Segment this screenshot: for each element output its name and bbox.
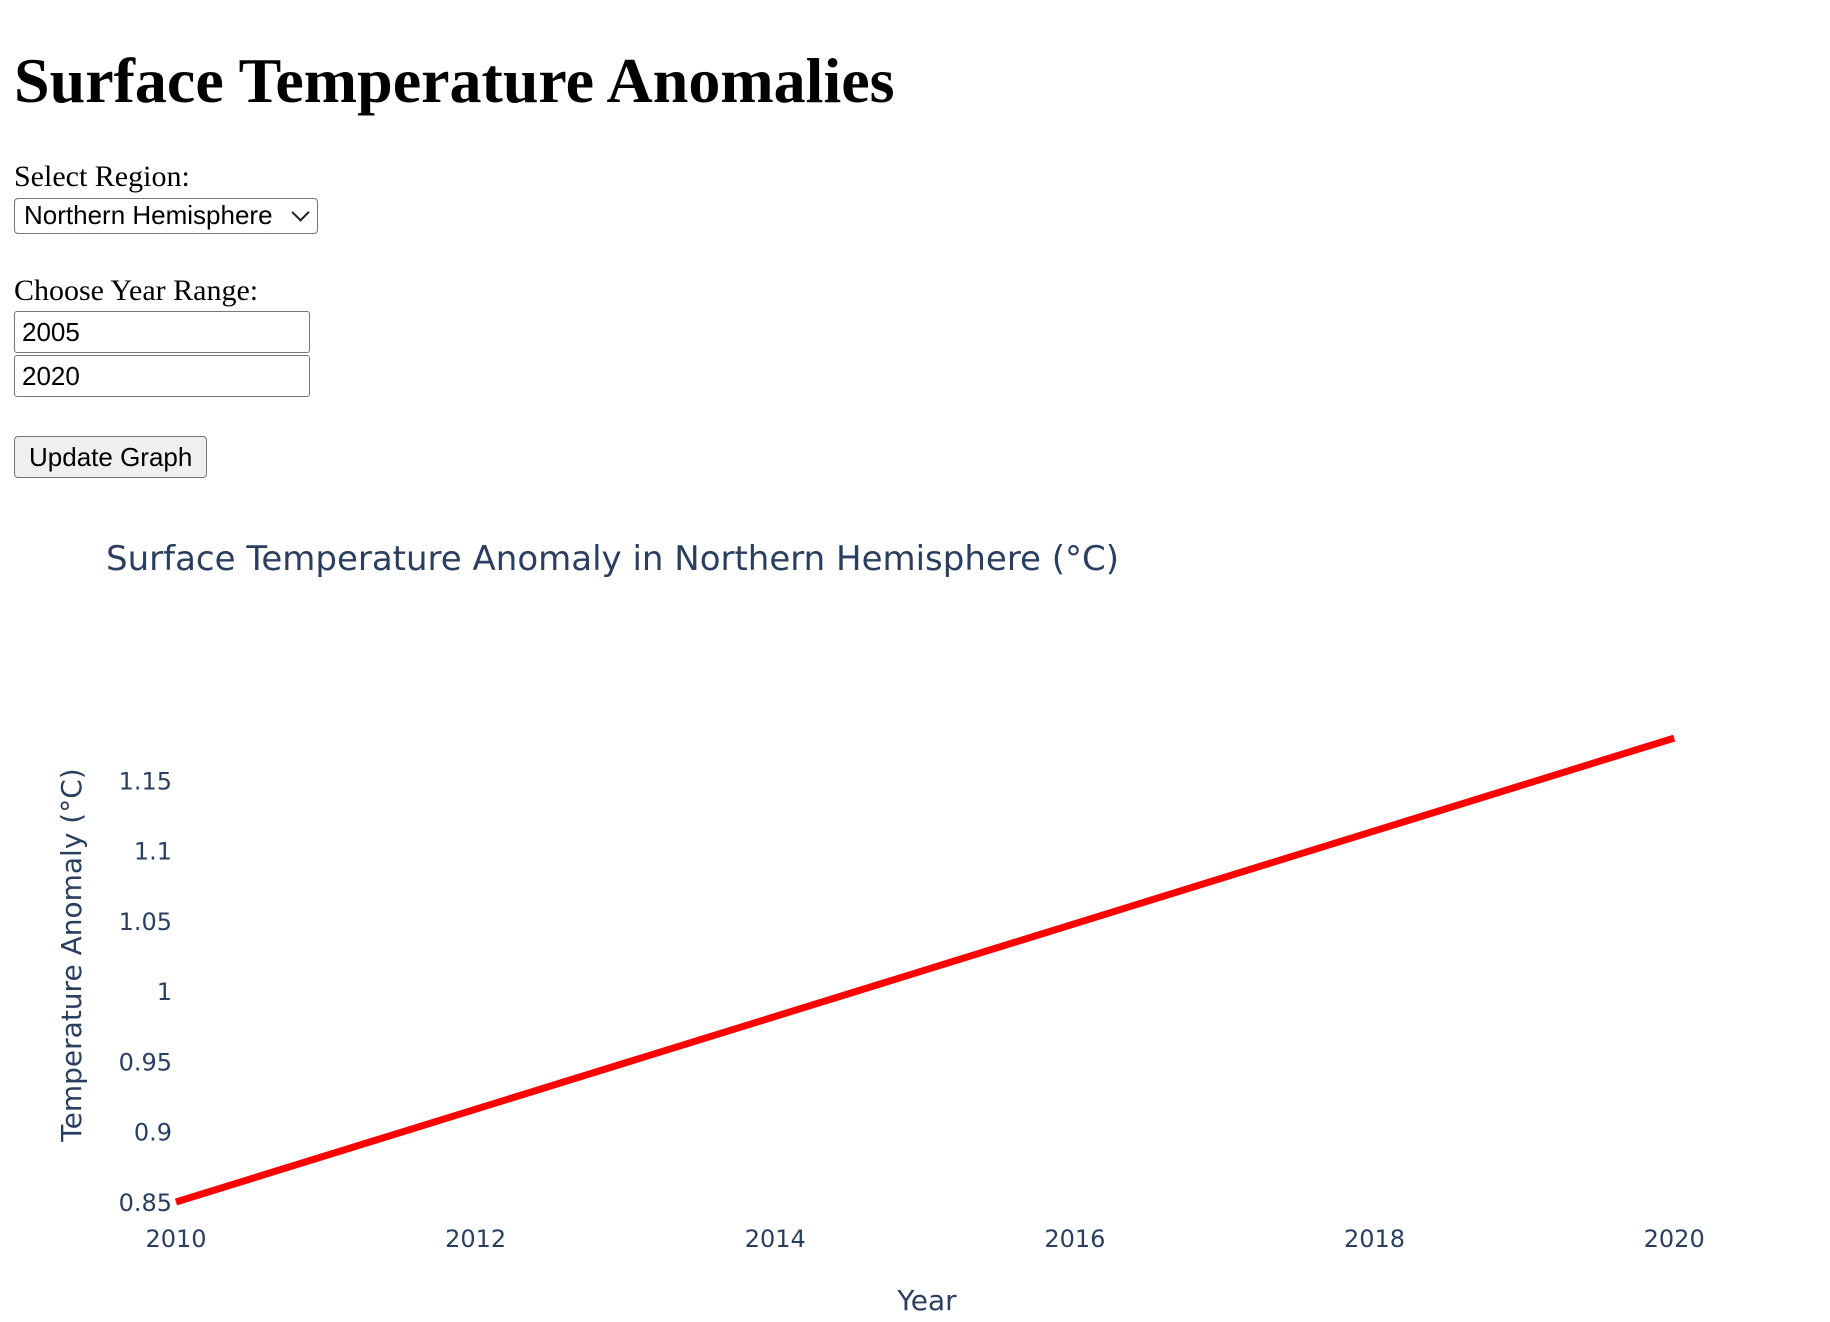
y-tick-label: 1.15 — [119, 767, 172, 795]
y-tick-labels: 0.85 0.9 0.95 1 1.05 1.1 1.15 — [119, 767, 172, 1217]
y-tick-label: 0.95 — [119, 1048, 172, 1076]
y-tick-label: 1.1 — [134, 838, 172, 866]
x-tick-label: 2016 — [1044, 1225, 1105, 1253]
y-tick-label: 0.85 — [119, 1189, 172, 1217]
series-line — [174, 734, 1676, 1206]
chevron-down-icon — [291, 203, 310, 222]
x-tick-label: 2010 — [145, 1225, 206, 1253]
x-tick-labels: 2010 2012 2014 2016 2018 2020 — [145, 1225, 1704, 1253]
x-tick-label: 2020 — [1644, 1225, 1705, 1253]
x-tick-label: 2012 — [445, 1225, 506, 1253]
y-axis-label: Temperature Anomaly (°C) — [55, 768, 88, 1142]
x-tick-label: 2018 — [1344, 1225, 1405, 1253]
year-range-label: Choose Year Range: — [14, 274, 259, 307]
x-tick-label: 2014 — [745, 1225, 806, 1253]
y-tick-label: 0.9 — [134, 1119, 172, 1147]
region-select[interactable]: Northern Hemisphere — [14, 198, 318, 234]
y-tick-label: 1 — [157, 978, 172, 1006]
region-label: Select Region: — [14, 160, 190, 193]
year-start-input[interactable] — [14, 311, 310, 353]
update-graph-button[interactable]: Update Graph — [14, 436, 208, 478]
y-tick-label: 1.05 — [119, 908, 172, 936]
region-select-value: Northern Hemisphere — [24, 200, 273, 230]
chart-title: Surface Temperature Anomaly in Northern … — [106, 539, 1119, 579]
year-end-input[interactable] — [14, 355, 310, 397]
series-lines — [174, 734, 1676, 1206]
x-axis-label: Year — [896, 1284, 957, 1317]
page-title: Surface Temperature Anomalies — [14, 45, 895, 116]
chart: Surface Temperature Anomaly in Northern … — [55, 539, 1705, 1317]
